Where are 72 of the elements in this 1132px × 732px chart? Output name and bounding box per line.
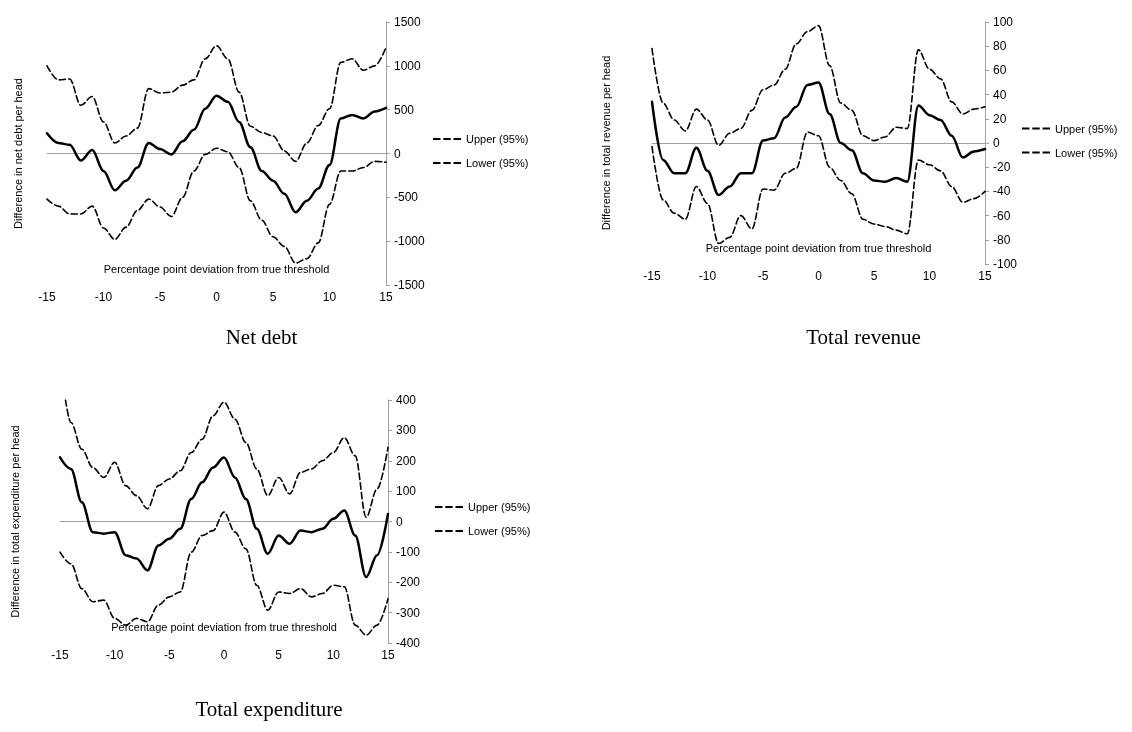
x-tick-label: -5 bbox=[757, 269, 769, 283]
y-tick-label: 100 bbox=[993, 15, 1014, 29]
y-tick-label: 40 bbox=[993, 87, 1007, 102]
y-tick-label: 0 bbox=[396, 514, 403, 529]
x-tick-label: -10 bbox=[698, 269, 717, 283]
x-tick-label: -10 bbox=[105, 648, 124, 662]
x-tick-label: 10 bbox=[322, 290, 337, 304]
legend-label: Lower (95%) bbox=[468, 525, 531, 537]
x-tick-label: -5 bbox=[164, 648, 175, 662]
line-series bbox=[650, 81, 987, 197]
x-axis-title: Percentage point deviation from true threshold bbox=[705, 242, 932, 254]
y-tick-label: -400 bbox=[396, 636, 421, 650]
y-tick-label: 1000 bbox=[394, 58, 422, 73]
y-tick-label: -20 bbox=[993, 160, 1011, 175]
x-tick-label: 15 bbox=[381, 648, 395, 662]
y-tick-label: 100 bbox=[396, 484, 417, 499]
legend-label: Lower (95%) bbox=[1055, 146, 1118, 159]
text: Total expenditure bbox=[195, 696, 343, 721]
x-tick-label: 10 bbox=[922, 269, 937, 283]
y-tick-label: -1000 bbox=[394, 234, 426, 249]
y-tick-label: -300 bbox=[396, 605, 421, 620]
x-tick-label: 10 bbox=[326, 648, 341, 662]
y-tick-label: 20 bbox=[993, 111, 1007, 126]
y-tick-label: -40 bbox=[993, 184, 1011, 199]
line-series bbox=[46, 147, 387, 264]
y-tick-label: 1500 bbox=[394, 15, 422, 29]
y-tick-label: 500 bbox=[394, 102, 415, 117]
line-series bbox=[651, 131, 986, 245]
y-tick-label: -1500 bbox=[394, 278, 426, 292]
y-tick-label: -200 bbox=[396, 575, 421, 590]
y-tick-label: -100 bbox=[993, 257, 1018, 271]
y-tick-label: 80 bbox=[993, 39, 1007, 54]
y-axis-title: Difference in total revenue per head bbox=[600, 55, 612, 231]
line-series bbox=[64, 399, 389, 519]
x-tick-label: 5 bbox=[275, 648, 283, 662]
y-tick-label: 60 bbox=[993, 63, 1007, 78]
x-tick-label: -15 bbox=[51, 648, 69, 662]
y-tick-label: 0 bbox=[993, 136, 1000, 150]
x-tick-label: 5 bbox=[269, 290, 277, 304]
legend-label: Upper (95%) bbox=[468, 501, 531, 513]
y-tick-label: 300 bbox=[396, 423, 417, 438]
x-tick-label: -15 bbox=[643, 269, 661, 283]
y-tick-label: -100 bbox=[396, 544, 421, 559]
line-series bbox=[46, 44, 387, 163]
x-tick-label: 5 bbox=[870, 269, 878, 283]
line-series bbox=[45, 94, 388, 214]
x-tick-label: 0 bbox=[213, 290, 221, 304]
legend-label: Upper (95%) bbox=[1055, 122, 1118, 135]
y-tick-label: -60 bbox=[993, 208, 1011, 223]
y-tick-label: 0 bbox=[394, 146, 401, 161]
line-series bbox=[58, 456, 390, 579]
x-tick-label: 15 bbox=[379, 290, 393, 304]
x-tick-label: -5 bbox=[154, 290, 166, 304]
y-axis-title: Difference in total expenditure per head bbox=[9, 425, 21, 618]
line-series bbox=[651, 24, 986, 147]
y-tick-label: 200 bbox=[396, 453, 417, 468]
x-tick-label: 0 bbox=[220, 648, 228, 662]
text: Net debt bbox=[225, 324, 298, 349]
y-tick-label: 400 bbox=[396, 393, 417, 407]
x-tick-label: -10 bbox=[94, 290, 113, 304]
text: Total revenue bbox=[806, 324, 921, 349]
x-tick-label: 0 bbox=[815, 269, 823, 283]
x-axis-title: Percentage point deviation from true threshold bbox=[111, 621, 337, 633]
legend-label: Lower (95%) bbox=[466, 157, 529, 169]
x-tick-label: 15 bbox=[978, 269, 992, 283]
y-axis-title: Difference in net debt per head bbox=[12, 78, 24, 229]
x-axis-title: Percentage point deviation from true threshold bbox=[103, 263, 330, 275]
line-series bbox=[59, 511, 389, 636]
x-tick-label: -15 bbox=[38, 290, 56, 304]
legend-label: Upper (95%) bbox=[466, 133, 529, 145]
y-tick-label: -500 bbox=[394, 190, 419, 205]
y-tick-label: -80 bbox=[993, 232, 1011, 247]
